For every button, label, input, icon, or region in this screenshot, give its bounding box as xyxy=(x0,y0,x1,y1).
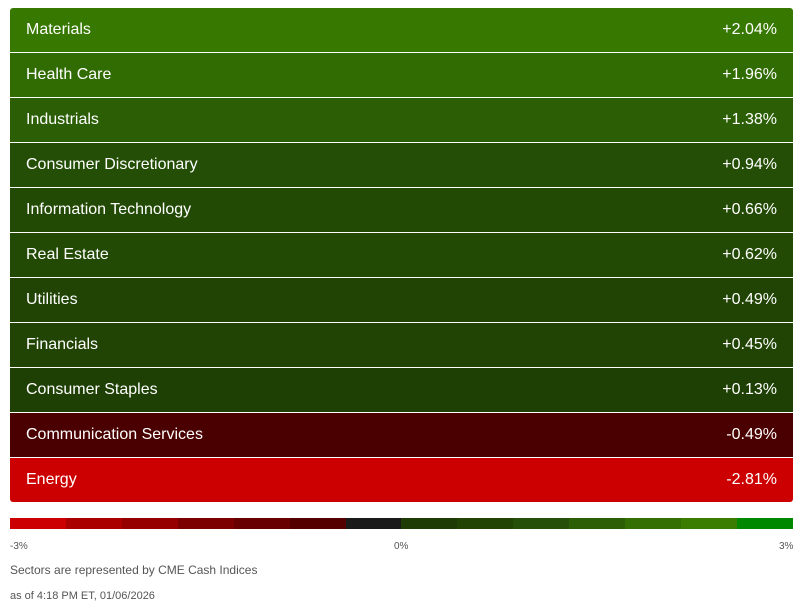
scale-min-label: -3% xyxy=(10,541,28,552)
scale-segment xyxy=(736,518,793,529)
sector-heatmap: Materials +2.04% Health Care +1.96% Industri… xyxy=(10,8,793,502)
scale-max-label: 3% xyxy=(779,541,794,552)
sector-change: +0.94% xyxy=(722,156,777,173)
scale-segment xyxy=(625,518,682,529)
sector-change: +0.66% xyxy=(722,201,777,218)
scale-segment xyxy=(401,518,458,529)
sector-row[interactable]: Consumer Staples +0.13% xyxy=(10,368,793,413)
sector-row[interactable]: Real Estate +0.62% xyxy=(10,233,793,278)
sector-name: Energy xyxy=(26,471,77,488)
sector-row[interactable]: Utilities +0.49% xyxy=(10,278,793,323)
sector-row[interactable]: Communication Services -0.49% xyxy=(10,413,793,458)
scale-segment xyxy=(513,518,570,529)
sector-change: +0.45% xyxy=(722,336,777,353)
sector-name: Information Technology xyxy=(26,201,192,218)
sector-name: Real Estate xyxy=(26,246,109,263)
sector-change: +0.62% xyxy=(722,246,777,263)
sector-change: +2.04% xyxy=(722,21,777,38)
sector-change: -0.49% xyxy=(726,426,777,443)
sector-row[interactable]: Industrials +1.38% xyxy=(10,98,793,143)
scale-segment xyxy=(177,518,234,529)
sector-row[interactable]: Energy -2.81% xyxy=(10,458,793,502)
footnote: Sectors are represented by CME Cash Indi… xyxy=(10,563,258,577)
sector-name: Industrials xyxy=(26,111,99,128)
scale-segment xyxy=(569,518,626,529)
scale-segment xyxy=(121,518,178,529)
sector-change: +1.96% xyxy=(722,66,777,83)
sector-name: Utilities xyxy=(26,291,78,308)
sector-row[interactable]: Consumer Discretionary +0.94% xyxy=(10,143,793,188)
scale-mid-label: 0% xyxy=(394,541,409,552)
sector-row[interactable]: Information Technology +0.66% xyxy=(10,188,793,233)
sector-row[interactable]: Materials +2.04% xyxy=(10,8,793,53)
sector-change: +0.49% xyxy=(722,291,777,308)
scale-segment xyxy=(233,518,290,529)
sector-name: Materials xyxy=(26,21,91,38)
sector-name: Consumer Staples xyxy=(26,381,158,398)
sector-name: Consumer Discretionary xyxy=(26,156,198,173)
timestamp: as of 4:18 PM ET, 01/06/2026 xyxy=(10,590,155,602)
scale-segment xyxy=(457,518,514,529)
sector-name: Financials xyxy=(26,336,99,353)
scale-segment xyxy=(289,518,346,529)
sector-change: -2.81% xyxy=(726,471,777,488)
scale-segment xyxy=(345,518,402,529)
sector-name: Health Care xyxy=(26,66,112,83)
scale-segment xyxy=(681,518,737,529)
sector-row[interactable]: Financials +0.45% xyxy=(10,323,793,368)
sector-change: +1.38% xyxy=(722,111,777,128)
sector-change: +0.13% xyxy=(722,381,777,398)
color-scale-bar xyxy=(10,518,793,529)
sector-name: Communication Services xyxy=(26,426,203,443)
scale-segment xyxy=(65,518,122,529)
scale-segment xyxy=(10,518,66,529)
sector-row[interactable]: Health Care +1.96% xyxy=(10,53,793,98)
